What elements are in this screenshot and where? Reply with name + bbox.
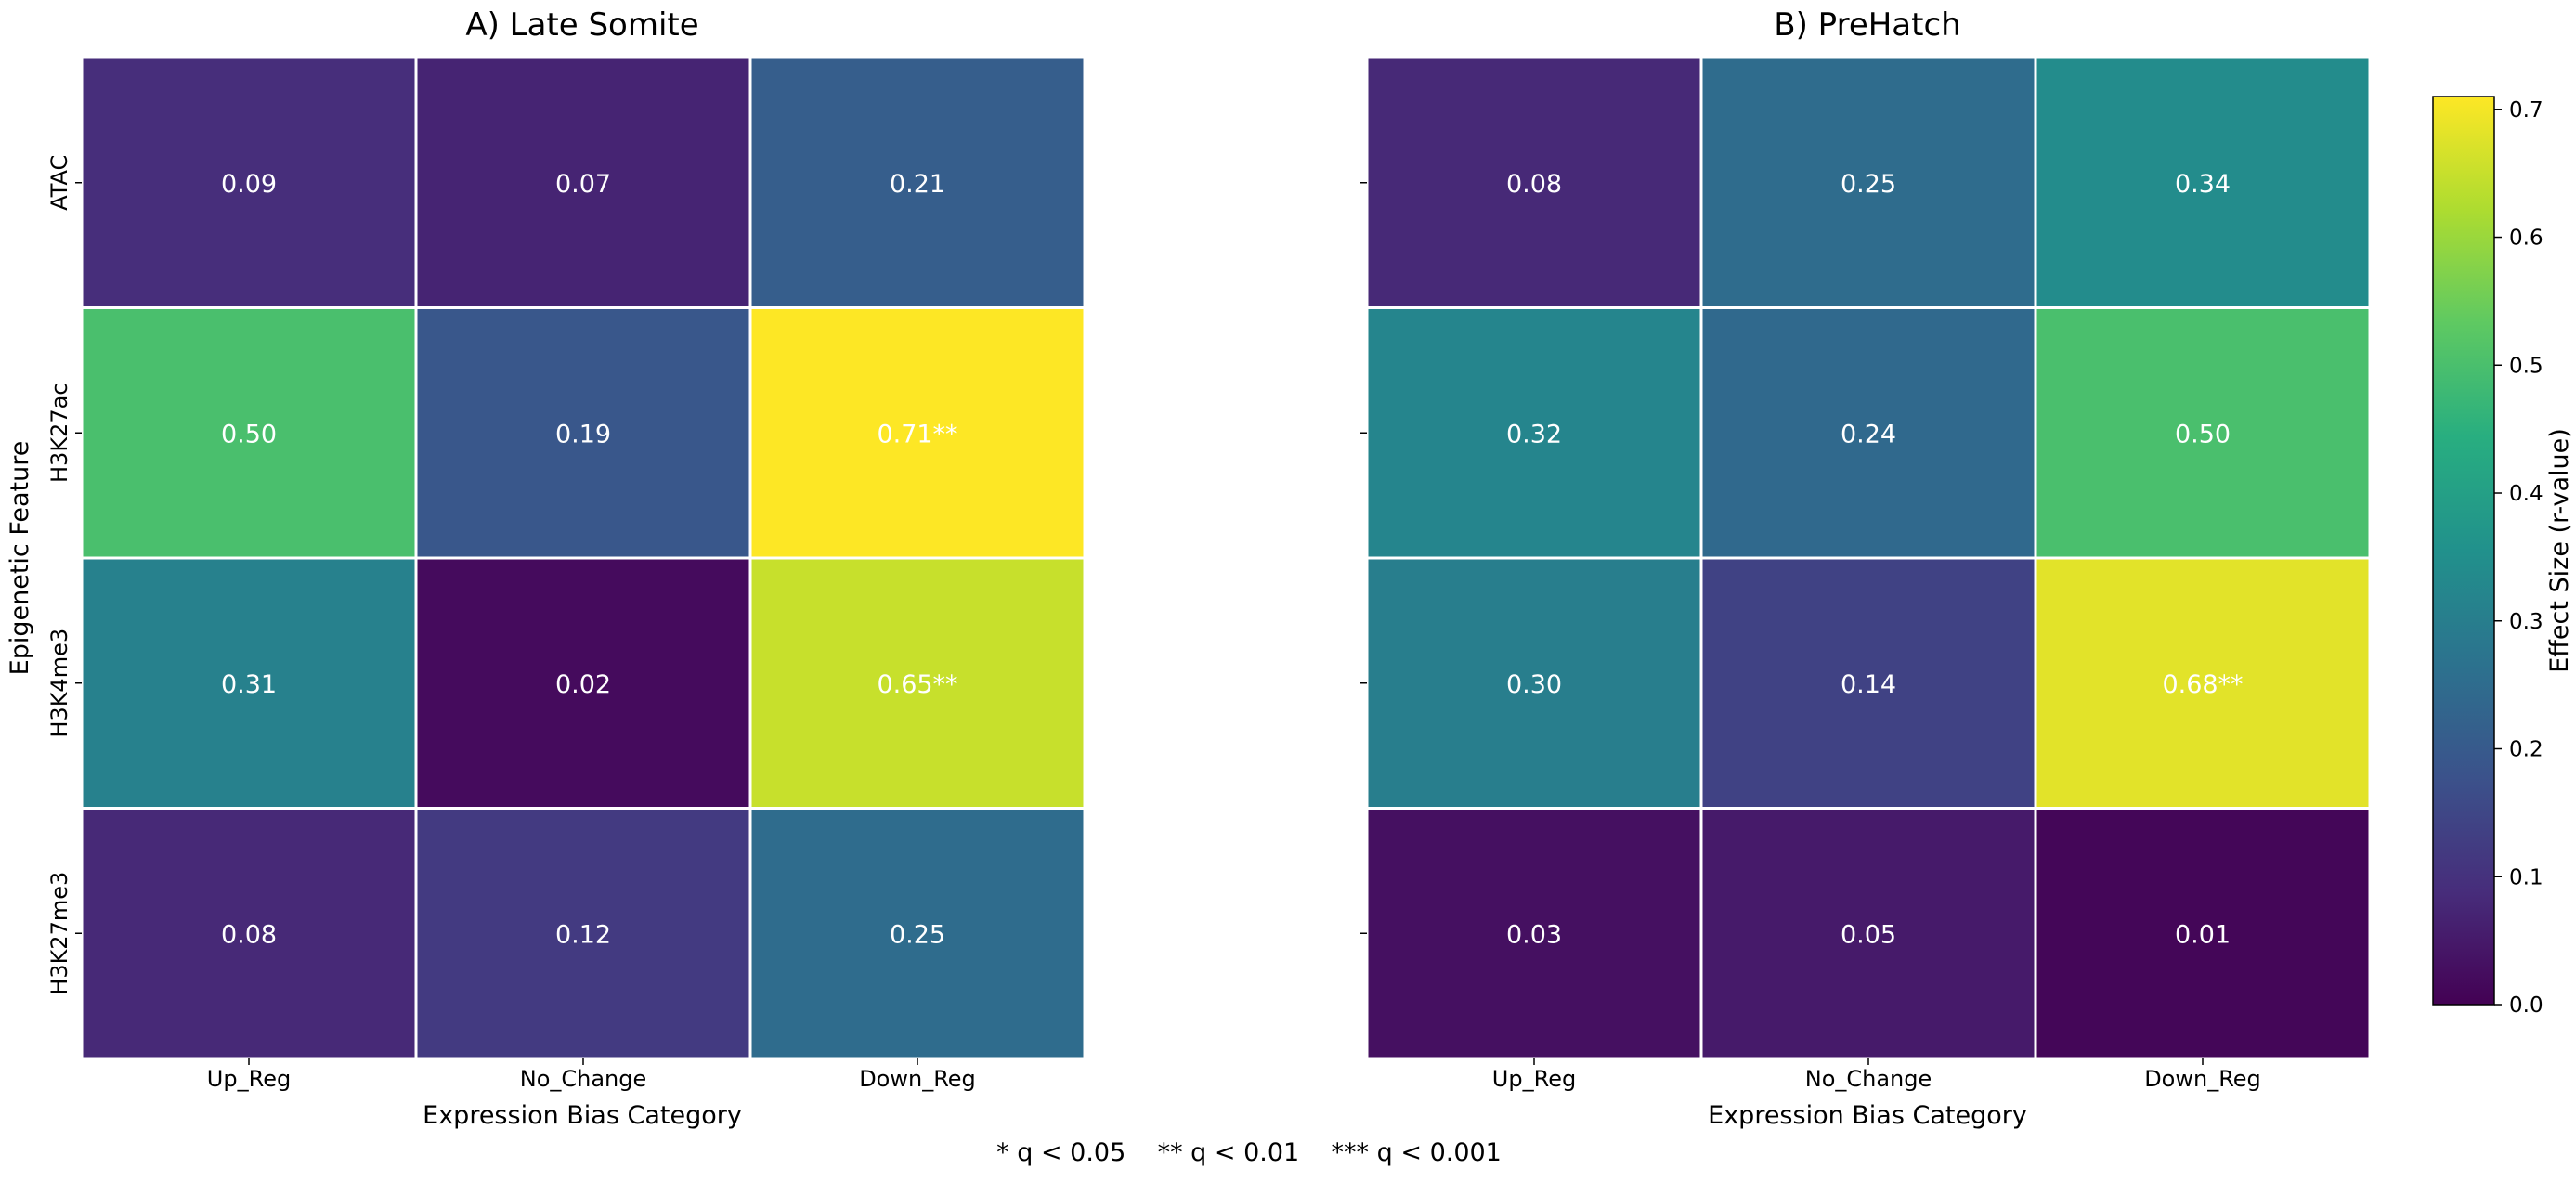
y-tick-label: H3K27ac bbox=[46, 383, 72, 484]
colorbar-tick-label: 0.7 bbox=[2509, 98, 2543, 123]
panel-a-y-ticks: ATAC H3K27ac H3K4me3 H3K27me3 bbox=[46, 155, 82, 995]
heatmap-cell bbox=[80, 807, 418, 1060]
cell-value-label: 0.30 bbox=[1506, 670, 1562, 699]
heatmap-cell bbox=[2034, 56, 2372, 309]
heatmap-cell bbox=[2034, 807, 2372, 1060]
cell-value-label: 0.01 bbox=[2175, 920, 2231, 949]
cell-value-label: 0.09 bbox=[221, 170, 277, 199]
heatmap-cell bbox=[414, 56, 752, 309]
cell-value-label: 0.34 bbox=[2175, 170, 2231, 199]
heatmap-cell bbox=[1699, 556, 2037, 810]
cell-value-label: 0.65** bbox=[877, 670, 957, 699]
y-tick-label: H3K27me3 bbox=[46, 872, 72, 995]
panel-a-title: A) Late Somite bbox=[465, 6, 698, 44]
cell-value-label: 0.68** bbox=[2162, 670, 2243, 699]
panel-b-x-ticks: Up_Reg No_Change Down_Reg bbox=[1492, 1058, 2261, 1092]
heatmap-cell bbox=[1365, 556, 1703, 810]
heatmap-cell bbox=[1365, 306, 1703, 560]
panel-a-cells: 0.09 0.07 0.21 0.50 0.19 0.71** 0.31 0.02 0.65**… bbox=[80, 56, 1086, 1060]
cell-value-label: 0.71** bbox=[877, 420, 957, 448]
cell-value-label: 0.31 bbox=[221, 670, 277, 699]
colorbar-tick-label: 0.2 bbox=[2509, 738, 2543, 762]
cell-value-label: 0.08 bbox=[221, 920, 277, 949]
colorbar: 0.0 0.1 0.2 0.3 0.4 0.5 0.6 0.7 Effect Size (r-… bbox=[2432, 96, 2574, 1018]
cell-value-label: 0.05 bbox=[1841, 920, 1896, 949]
cell-value-label: 0.21 bbox=[890, 170, 945, 199]
cell-value-label: 0.12 bbox=[555, 920, 611, 949]
cell-value-label: 0.14 bbox=[1841, 670, 1896, 699]
colorbar-tick-label: 0.0 bbox=[2509, 993, 2543, 1018]
heatmap-cell bbox=[414, 306, 752, 560]
x-tick-label: Up_Reg bbox=[1492, 1066, 1576, 1092]
colorbar-tick-label: 0.4 bbox=[2509, 482, 2543, 506]
cell-value-label: 0.50 bbox=[2175, 420, 2231, 448]
heatmap-cell bbox=[748, 56, 1086, 309]
colorbar-gradient bbox=[2432, 96, 2495, 1006]
heatmap-cell bbox=[1699, 807, 2037, 1060]
heatmap-cell bbox=[1699, 306, 2037, 560]
panel-a-y-axis-label: Epigenetic Feature bbox=[6, 441, 34, 676]
cell-value-label: 0.07 bbox=[555, 170, 611, 199]
cell-value-label: 0.50 bbox=[221, 420, 277, 448]
heatmap-cell bbox=[1365, 807, 1703, 1060]
colorbar-label: Effect Size (r-value) bbox=[2545, 428, 2574, 673]
colorbar-tick-label: 0.3 bbox=[2509, 610, 2543, 634]
y-tick-label: H3K4me3 bbox=[46, 629, 72, 738]
cell-value-label: 0.24 bbox=[1841, 420, 1896, 448]
heatmap-panel-b: B) PreHatch 0.08 0.25 0.34 0.32 0.24 0.50 0.30… bbox=[1360, 6, 2372, 1130]
x-tick-label: Down_Reg bbox=[859, 1066, 976, 1092]
cell-value-label: 0.03 bbox=[1506, 920, 1562, 949]
y-tick-label: ATAC bbox=[46, 155, 72, 211]
heatmap-cell bbox=[80, 306, 418, 560]
colorbar-tick-label: 0.1 bbox=[2509, 865, 2543, 889]
panel-b-title: B) PreHatch bbox=[1774, 6, 1960, 44]
heatmap-cell bbox=[1365, 56, 1703, 309]
cell-value-label: 0.25 bbox=[890, 920, 945, 949]
cell-value-label: 0.32 bbox=[1506, 420, 1562, 448]
heatmap-cell bbox=[748, 306, 1086, 560]
panel-a-x-axis-label: Expression Bias Category bbox=[423, 1101, 742, 1130]
cell-value-label: 0.02 bbox=[555, 670, 611, 699]
cell-value-label: 0.19 bbox=[555, 420, 611, 448]
heatmap-panel-a: A) Late Somite 0.09 0.07 0.21 0.50 0.19 0.71*… bbox=[6, 6, 1086, 1130]
x-tick-label: No_Change bbox=[1805, 1066, 1932, 1092]
cell-value-label: 0.25 bbox=[1841, 170, 1896, 199]
cell-value-label: 0.08 bbox=[1506, 170, 1562, 199]
heatmap-cell bbox=[1699, 56, 2037, 309]
panel-b-cells: 0.08 0.25 0.34 0.32 0.24 0.50 0.30 0.14 0.68** 0.… bbox=[1365, 56, 2372, 1060]
heatmap-cell bbox=[2034, 556, 2372, 810]
panel-a-x-ticks: Up_Reg No_Change Down_Reg bbox=[207, 1058, 976, 1092]
heatmap-cell bbox=[80, 56, 418, 309]
colorbar-tick-label: 0.5 bbox=[2509, 354, 2543, 378]
colorbar-tick-label: 0.6 bbox=[2509, 227, 2543, 251]
panel-b-y-ticks bbox=[1360, 182, 1367, 934]
x-tick-label: Up_Reg bbox=[207, 1066, 291, 1092]
colorbar-ticks: 0.0 0.1 0.2 0.3 0.4 0.5 0.6 0.7 bbox=[2494, 98, 2543, 1018]
x-tick-label: No_Change bbox=[520, 1066, 647, 1092]
heatmap-cell bbox=[748, 807, 1086, 1060]
heatmap-cell bbox=[2034, 306, 2372, 560]
heatmap-cell bbox=[414, 556, 752, 810]
x-tick-label: Down_Reg bbox=[2144, 1066, 2261, 1092]
significance-footnote: * q < 0.05 ** q < 0.01 *** q < 0.001 bbox=[996, 1138, 1502, 1167]
panel-b-x-axis-label: Expression Bias Category bbox=[1708, 1101, 2027, 1130]
